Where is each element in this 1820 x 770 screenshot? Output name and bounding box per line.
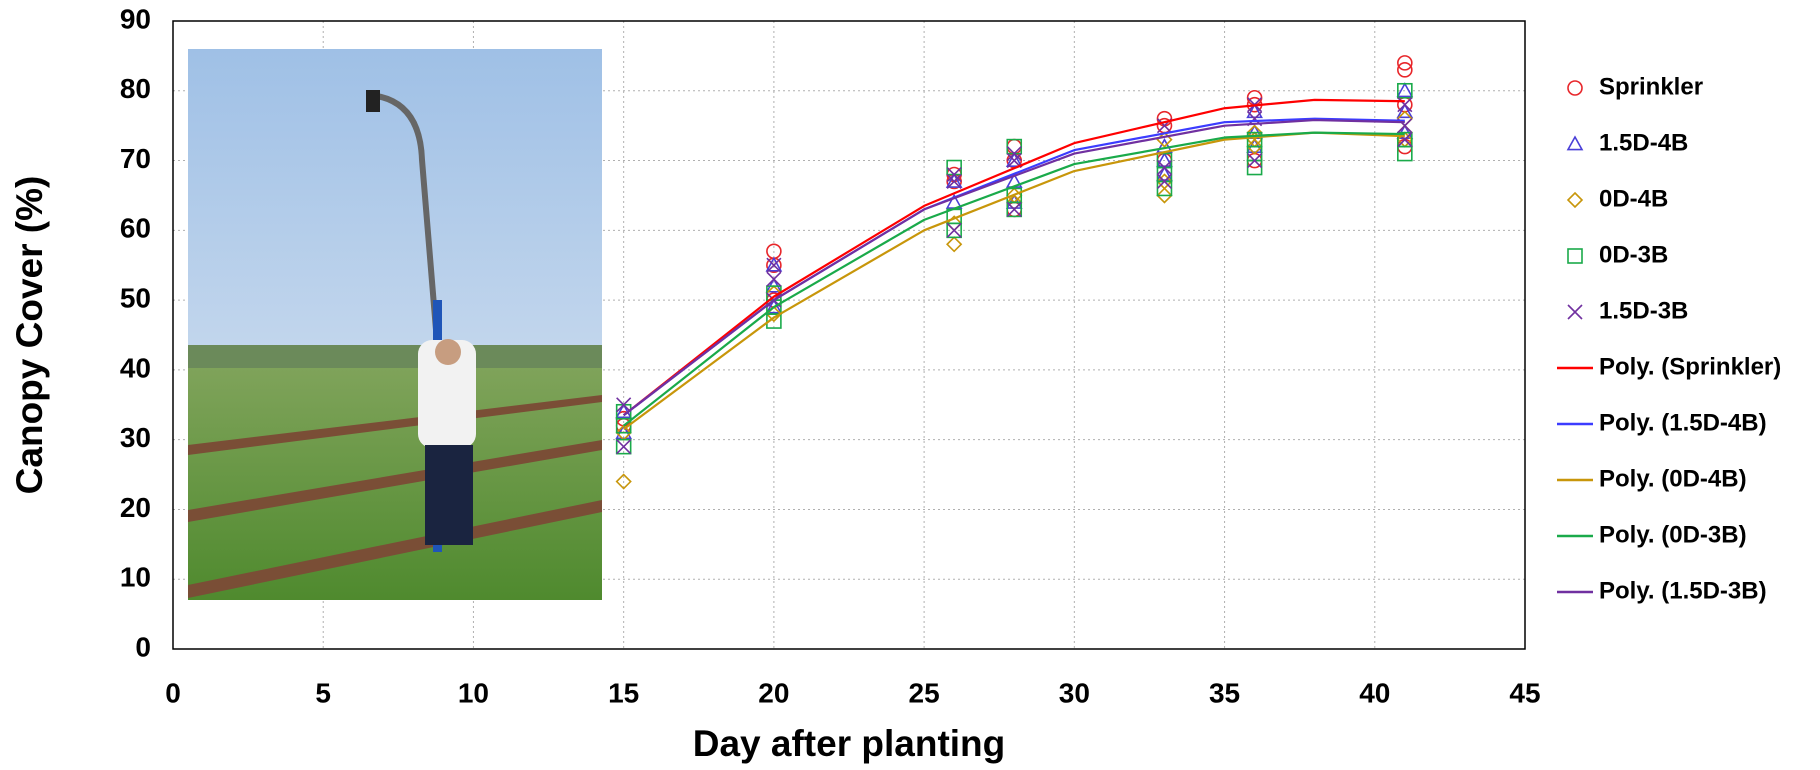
trend-line [624,133,1405,430]
x-tick-label: 5 [315,677,331,708]
marker [767,272,781,286]
legend-marker [1568,305,1582,319]
y-tick-label: 90 [120,3,151,34]
trend-line [624,120,1405,415]
x-tick-label: 35 [1209,677,1240,708]
y-tick-label: 30 [120,422,151,453]
legend-label: 1.5D-3B [1599,297,1688,324]
x-tick-label: 15 [608,677,639,708]
legend-marker [1568,81,1582,95]
legend-label: Poly. (Sprinkler) [1599,353,1781,380]
x-tick-label: 20 [758,677,789,708]
trend-line [624,100,1405,415]
x-axis-title: Day after planting [693,723,1006,764]
x-tick-label: 40 [1359,677,1390,708]
x-tick-label: 10 [458,677,489,708]
legend-marker [1568,249,1582,263]
x-tick-label: 30 [1059,677,1090,708]
legend-label: Poly. (0D-4B) [1599,465,1747,492]
legend-label: Poly. (1.5D-3B) [1599,577,1767,604]
marker [1398,84,1412,97]
legend-label: 0D-4B [1599,185,1668,212]
legend-marker [1568,137,1582,150]
y-tick-label: 20 [120,492,151,523]
y-tick-label: 10 [120,562,151,593]
legend-marker [1568,193,1582,207]
chart: 0 10 20 30 40 50 60 70 80 90 0 5 10 15 20 25 30 35 40 45 Da… [0,0,1820,770]
legend-label: Poly. (1.5D-4B) [1599,409,1767,436]
legend-label: Sprinkler [1599,73,1703,100]
y-tick-label: 80 [120,73,151,104]
y-tick-label: 70 [120,143,151,174]
legend-label: Poly. (0D-3B) [1599,521,1747,548]
legend: Sprinkler 1.5D-4B 0D-4B 0D-3B 1.5D-3B Poly. (… [1557,73,1781,604]
y-axis-title: Canopy Cover (%) [9,176,50,495]
y-tick-label: 40 [120,352,151,383]
marker [1007,140,1021,154]
marker [1398,98,1412,112]
x-tick-label: 45 [1509,677,1540,708]
marker [947,237,961,251]
field-photo [188,49,602,600]
x-tick-label: 25 [909,677,940,708]
y-tick-label: 0 [135,631,151,662]
y-tick-label: 60 [120,213,151,244]
x-tick-label: 0 [165,677,181,708]
trend-line [624,119,1405,416]
y-tick-label: 50 [120,283,151,314]
legend-label: 1.5D-4B [1599,129,1688,156]
legend-label: 0D-3B [1599,241,1668,268]
marker [1007,202,1021,216]
